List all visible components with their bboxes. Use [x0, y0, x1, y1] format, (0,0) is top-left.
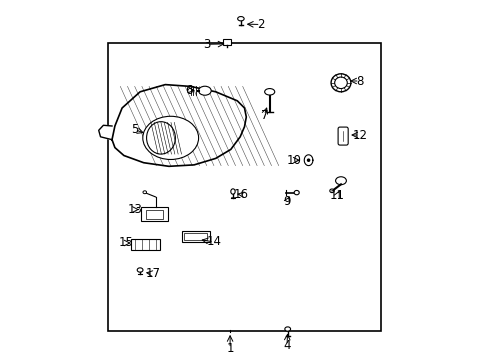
Text: 17: 17	[145, 267, 160, 280]
Text: 7: 7	[260, 109, 267, 122]
Text: 12: 12	[351, 129, 366, 141]
Ellipse shape	[334, 77, 346, 89]
Bar	[181, 231, 210, 242]
Ellipse shape	[307, 159, 309, 161]
Polygon shape	[304, 155, 312, 166]
Ellipse shape	[137, 268, 142, 272]
Text: 6: 6	[184, 84, 192, 96]
Text: 4: 4	[283, 339, 290, 352]
Ellipse shape	[294, 190, 299, 195]
Ellipse shape	[329, 189, 333, 193]
Bar	[183, 233, 207, 240]
Ellipse shape	[146, 122, 175, 154]
Ellipse shape	[142, 116, 198, 159]
Bar	[145, 210, 163, 219]
Ellipse shape	[284, 327, 290, 331]
Ellipse shape	[230, 189, 235, 194]
Ellipse shape	[264, 89, 274, 95]
Ellipse shape	[335, 177, 346, 185]
Ellipse shape	[198, 86, 211, 95]
Ellipse shape	[237, 17, 244, 21]
Bar	[131, 239, 160, 250]
Text: 9: 9	[283, 195, 290, 208]
Text: 8: 8	[355, 75, 363, 87]
FancyBboxPatch shape	[337, 127, 347, 145]
Text: 2: 2	[256, 18, 264, 31]
Text: 13: 13	[127, 203, 142, 216]
Polygon shape	[112, 85, 246, 166]
Bar	[141, 207, 168, 221]
Polygon shape	[99, 125, 112, 140]
Ellipse shape	[142, 191, 146, 194]
Text: 11: 11	[329, 189, 344, 202]
Text: 16: 16	[233, 188, 248, 201]
Text: 10: 10	[286, 154, 301, 167]
Text: 14: 14	[206, 235, 221, 248]
Bar	[223, 39, 230, 45]
Ellipse shape	[330, 74, 350, 92]
Text: 1: 1	[226, 342, 233, 355]
Text: 5: 5	[131, 123, 138, 136]
Bar	[107, 43, 381, 331]
Text: 15: 15	[118, 237, 133, 249]
Text: 3: 3	[203, 38, 210, 51]
